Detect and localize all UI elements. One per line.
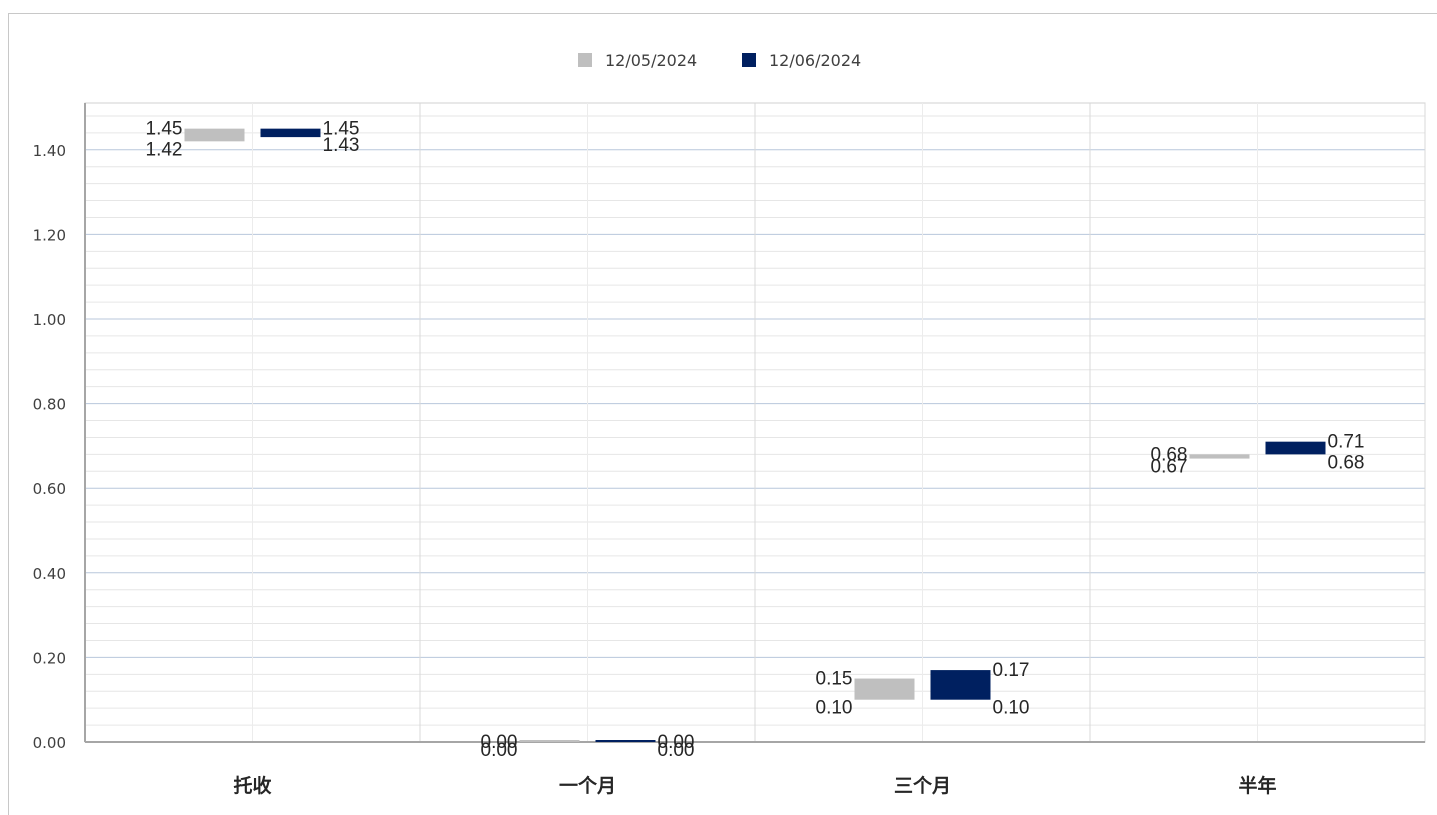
- y-tick-label: 1.40: [33, 142, 66, 160]
- data-label-high: 1.45: [323, 119, 360, 140]
- data-label-high: 0.15: [816, 669, 853, 690]
- y-tick-label: 0.60: [33, 480, 66, 498]
- y-axis-ticks: 0.00 0.20 0.40 0.60 0.80 1.00 1.20 1.40: [33, 142, 66, 752]
- legend: 12/05/2024 12/06/2024: [578, 51, 861, 70]
- data-label-high: 0.00: [658, 732, 695, 753]
- y-tick-label: 1.20: [33, 226, 66, 244]
- chart-frame: [8, 13, 1437, 815]
- bars: [184, 128, 1326, 742]
- data-label-high: 0.17: [993, 660, 1030, 681]
- data-label-low: 0.10: [816, 698, 853, 719]
- data-label-low: 0.00: [658, 740, 695, 761]
- data-label-high: 0.68: [1151, 444, 1188, 465]
- data-label-high: 1.45: [146, 119, 183, 140]
- data-label-high: 0.71: [1328, 432, 1365, 453]
- y-tick-label: 0.00: [33, 734, 66, 752]
- x-category-label: 托收: [233, 774, 271, 797]
- y-tick-label: 0.20: [33, 649, 66, 667]
- legend-swatch: [742, 53, 756, 67]
- y-tick-label: 0.40: [33, 565, 66, 583]
- bar-12/05/2024-三个月: [854, 678, 915, 700]
- data-label-low: 1.42: [146, 139, 183, 160]
- bar-12/06/2024-半年: [1265, 441, 1326, 455]
- bar-12/05/2024-托收: [184, 128, 245, 142]
- bar-12/06/2024-三个月: [930, 670, 991, 700]
- bar-12/06/2024-一个月: [595, 740, 656, 742]
- data-label-low: 0.67: [1151, 457, 1188, 478]
- x-category-label: 半年: [1238, 774, 1276, 797]
- x-category-label: 一个月: [559, 775, 616, 797]
- legend-swatch: [578, 53, 592, 67]
- y-tick-label: 1.00: [33, 311, 66, 329]
- legend-label: 12/06/2024: [769, 51, 861, 70]
- legend-label: 12/05/2024: [605, 51, 697, 70]
- data-label-low: 0.68: [1328, 452, 1365, 473]
- bar-12/05/2024-一个月: [519, 740, 580, 742]
- data-labels: 1.451.421.451.430.000.00 0.000.000.150.10…: [146, 119, 1365, 761]
- bar-12/06/2024-托收: [260, 128, 321, 138]
- data-label-low: 1.43: [323, 135, 360, 156]
- x-category-label: 三个月: [894, 775, 951, 797]
- data-label-low: 0.10: [993, 698, 1030, 719]
- data-label-low: 0.00: [481, 740, 518, 761]
- data-label-high: 0.00: [481, 732, 518, 753]
- gridlines: [84, 102, 1426, 743]
- y-tick-label: 0.80: [33, 396, 66, 414]
- x-axis-categories: 托收 一个月 三个月 半年: [233, 774, 1276, 797]
- bar-12/05/2024-半年: [1189, 454, 1250, 459]
